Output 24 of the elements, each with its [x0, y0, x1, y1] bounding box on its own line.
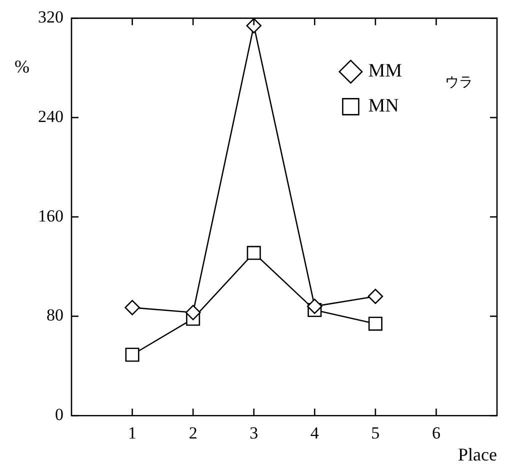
legend-label: MM: [368, 60, 402, 82]
point: [125, 348, 140, 362]
y-tick-label: 80: [46, 306, 64, 325]
y-axis-title: %: [14, 56, 30, 77]
annotation: ウラ: [445, 76, 473, 91]
legend-label: MN: [368, 96, 400, 117]
point: [246, 246, 261, 260]
y-tick-label: 0: [55, 405, 64, 424]
x-tick-label: 5: [371, 423, 380, 442]
y-tick-label: 320: [38, 8, 64, 27]
point: [306, 298, 322, 314]
x-axis-title: Place: [458, 444, 497, 465]
x-tick-label: 1: [128, 423, 137, 442]
point: [185, 304, 201, 320]
x-tick-label: 4: [310, 423, 320, 442]
y-tick-label: 160: [38, 206, 64, 226]
x-tick-label: 6: [432, 423, 440, 442]
point: [246, 18, 262, 34]
point: [368, 316, 382, 331]
point: [368, 288, 384, 304]
y-tick-label: 240: [38, 107, 64, 126]
point: [124, 300, 140, 316]
x-tick-label: 3: [250, 423, 258, 442]
x-tick-label: 2: [188, 423, 198, 442]
